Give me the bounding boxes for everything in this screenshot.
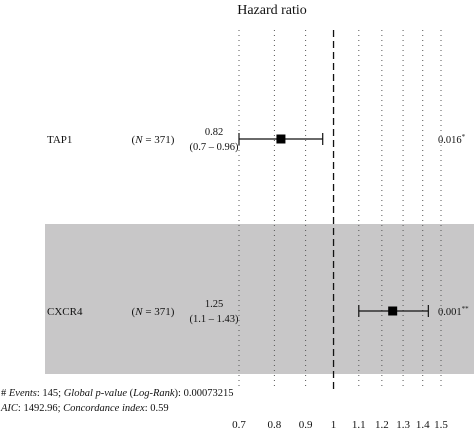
x-tick-label-0.9: 0.9 [299, 419, 313, 431]
row-hr-tap1: 0.82 [205, 127, 223, 138]
shaded-row-backgrounds [45, 224, 474, 374]
x-tick-label-1.2: 1.2 [375, 419, 389, 431]
hr-point-cxcr4 [388, 306, 398, 316]
row-pvalue-cxcr4: 0.001** [438, 305, 469, 318]
gridlines [238, 30, 442, 390]
x-tick-label-1.4: 1.4 [416, 419, 430, 431]
x-tick-label-1: 1 [331, 419, 337, 431]
x-tick-label-1.1: 1.1 [352, 419, 366, 431]
x-tick-label-0.7: 0.7 [232, 419, 246, 431]
x-tick-label-0.8: 0.8 [268, 419, 282, 431]
row-shade-cxcr4 [45, 224, 474, 374]
x-tick-label-1.3: 1.3 [396, 419, 410, 431]
hr-point-tap1 [276, 134, 286, 144]
row-hr-cxcr4: 1.25 [205, 299, 223, 310]
row-ci-tap1: (0.7 – 0.96) [190, 142, 239, 153]
row-n-tap1: (N = 371) [132, 134, 175, 146]
x-tick-label-1.5: 1.5 [434, 419, 448, 431]
row-n-cxcr4: (N = 371) [132, 306, 175, 318]
x-axis-ticks: 0.7 0.8 0.9 1 1.1 1.2 1.3 1.4 1.5 [232, 419, 448, 431]
row-label-tap1: TAP1 [47, 134, 72, 146]
chart-title: Hazard ratio [237, 3, 307, 18]
row-label-cxcr4: CXCR4 [47, 306, 83, 318]
footer-aic: AIC: 1492.96; Concordance index: 0.59 [0, 403, 169, 414]
row-pvalue-tap1: 0.016* [438, 133, 466, 146]
footer-events: # Events: 145; Global p-value (Log-Rank)… [1, 388, 233, 399]
row-ci-cxcr4: (1.1 – 1.43) [190, 314, 239, 325]
forest-rows: TAP1 (N = 371) 0.82 (0.7 – 0.96) 0.016* CXCR4… [47, 127, 469, 325]
